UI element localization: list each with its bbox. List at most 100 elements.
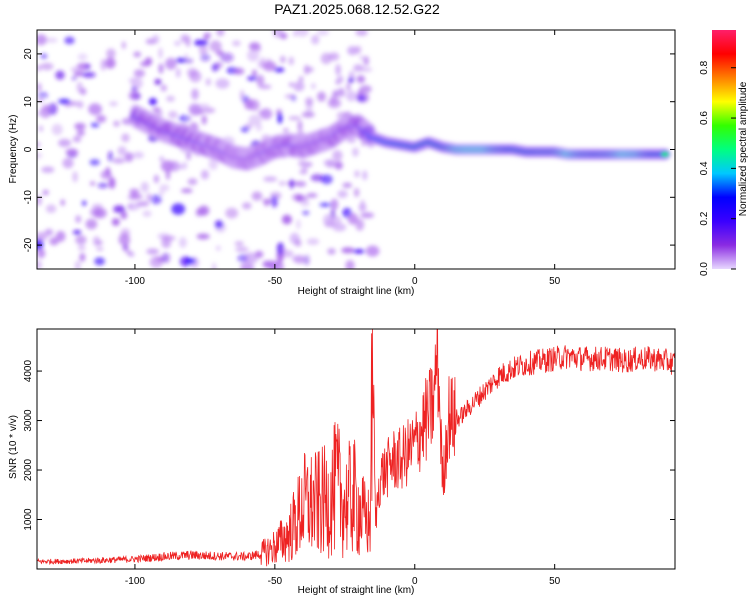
heatmap-noise-blob <box>97 182 109 189</box>
heatmap-noise-blob <box>175 68 181 78</box>
heatmap-noise-blob <box>334 161 343 170</box>
heatmap-noise-blob <box>51 123 63 136</box>
heatmap-noise-blob <box>319 202 332 207</box>
heatmap-noise-blob <box>49 237 59 246</box>
heatmap-noise-blob <box>93 207 107 219</box>
heatmap-noise-blob <box>113 205 125 214</box>
heatmap-noise-blob <box>37 111 50 116</box>
heatmap-noise-blob <box>234 241 244 247</box>
heatmap-noise-blob <box>187 58 193 64</box>
heatmap-noise-blob <box>362 170 368 181</box>
heatmap-noise-blob <box>55 70 65 80</box>
heatmap-noise-blob <box>64 36 75 45</box>
heatmap-noise-blob <box>247 49 260 62</box>
heatmap-noise-blob <box>37 82 42 92</box>
heatmap-noise-blob <box>106 48 116 59</box>
heatmap-noise-blob <box>100 58 107 71</box>
heatmap-noise-blob <box>179 237 187 248</box>
heatmap-noise-blob <box>341 247 355 254</box>
heatmap-noise-blob <box>317 91 326 102</box>
heatmap-noise-blob <box>294 239 302 247</box>
heatmap-noise-blob <box>346 82 351 92</box>
heatmap-noise-blob <box>71 76 77 81</box>
heatmap-noise-blob <box>140 181 149 193</box>
heatmap-noise-blob <box>76 81 83 93</box>
heatmap-noise-blob <box>148 97 157 106</box>
heatmap-noise-blob <box>288 56 294 66</box>
heatmap-noise-blob <box>346 138 357 143</box>
heatmap-noise-blob <box>145 38 157 45</box>
heatmap-noise-blob <box>323 214 335 226</box>
heatmap-noise-blob <box>260 108 273 120</box>
heatmap-noise-blob <box>297 120 303 132</box>
heatmap-noise-blob <box>55 230 66 242</box>
heatmap-noise-blob <box>96 115 107 123</box>
heatmap-noise-blob <box>211 262 217 269</box>
heatmap-noise-blob <box>75 235 87 245</box>
heatmap-noise-blob <box>108 177 116 189</box>
snr-x-tick-label: 50 <box>549 576 561 587</box>
spectrogram-y-tick-label: 20 <box>23 48 34 60</box>
heatmap-noise-blob <box>160 84 167 92</box>
heatmap-noise-blob <box>355 218 365 231</box>
heatmap-noise-blob <box>75 215 82 224</box>
heatmap-noise-blob <box>353 249 365 254</box>
spectrogram-heatmap <box>37 30 671 269</box>
heatmap-noise-blob <box>185 258 196 264</box>
heatmap-noise-blob <box>146 193 152 202</box>
heatmap-noise-blob <box>40 53 48 59</box>
heatmap-noise-blob <box>187 178 198 186</box>
heatmap-noise-blob <box>352 147 359 157</box>
spectrogram-y-axis-label: Frequency (Hz) <box>8 115 19 184</box>
heatmap-noise-blob <box>298 76 304 83</box>
heatmap-noise-blob <box>158 63 164 74</box>
heatmap-noise-blob <box>74 122 86 130</box>
heatmap-noise-blob <box>158 47 163 59</box>
heatmap-noise-blob <box>161 235 176 241</box>
heatmap-noise-blob <box>200 169 209 180</box>
heatmap-noise-blob <box>85 218 98 230</box>
heatmap-noise-blob <box>288 116 302 121</box>
heatmap-noise-blob <box>252 69 257 77</box>
colorbar: 0.0 0.2 0.4 0.6 0.8 Normalized spectral ampl… <box>699 30 749 276</box>
heatmap-noise-blob <box>45 204 57 213</box>
heatmap-noise-blob <box>65 148 79 155</box>
heatmap-noise-blob <box>280 32 288 40</box>
heatmap-noise-blob <box>208 158 218 170</box>
snr-x-tick-label: 0 <box>412 576 418 587</box>
heatmap-noise-blob <box>128 91 138 100</box>
heatmap-noise-blob <box>306 193 318 198</box>
heatmap-noise-blob <box>72 171 78 183</box>
heatmap-noise-blob <box>74 260 81 269</box>
heatmap-noise-blob <box>113 120 120 127</box>
heatmap-noise-blob <box>127 203 133 210</box>
heatmap-noise-blob <box>301 111 315 118</box>
heatmap-noise-blob <box>178 115 191 122</box>
heatmap-noise-blob <box>311 34 320 45</box>
heatmap-noise-blob <box>235 246 249 252</box>
heatmap-noise-blob <box>191 88 199 100</box>
snr-y-tick-label: 4000 <box>23 360 34 383</box>
spectrogram-y-tick-label: -20 <box>23 237 34 252</box>
heatmap-noise-blob <box>60 199 65 206</box>
heatmap-noise-blob <box>89 159 100 166</box>
heatmap-noise-blob <box>44 37 58 43</box>
heatmap-noise-blob <box>128 251 135 257</box>
heatmap-noise-blob <box>232 40 241 47</box>
heatmap-noise-blob <box>37 260 42 269</box>
heatmap-noise-blob <box>347 213 359 225</box>
heatmap-noise-blob <box>357 95 367 102</box>
spectrogram-x-tick-label: 0 <box>412 276 418 287</box>
heatmap-noise-blob <box>76 100 84 109</box>
heatmap-noise-blob <box>88 103 102 116</box>
heatmap-noise-blob <box>356 75 366 84</box>
heatmap-noise-blob <box>358 203 367 212</box>
colorbar-gradient <box>712 30 736 269</box>
heatmap-noise-blob <box>249 42 261 51</box>
heatmap-noise-blob <box>77 245 86 251</box>
heatmap-noise-blob <box>159 156 164 162</box>
heatmap-noise-blob <box>37 248 46 259</box>
spectrogram-x-axis-label: Height of straight line (km) <box>298 286 415 297</box>
colorbar-tick-label: 0.6 <box>699 111 710 125</box>
heatmap-noise-blob <box>283 128 289 133</box>
